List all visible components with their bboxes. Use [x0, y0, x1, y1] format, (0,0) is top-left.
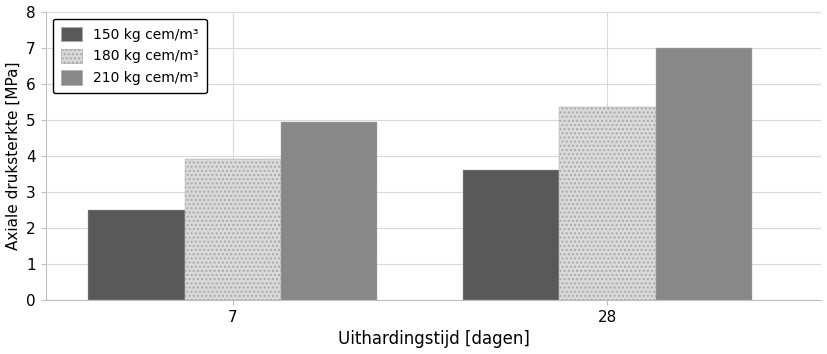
X-axis label: Uithardingstijd [dagen]: Uithardingstijd [dagen] [337, 330, 529, 348]
Legend: 150 kg cem/m³, 180 kg cem/m³, 210 kg cem/m³: 150 kg cem/m³, 180 kg cem/m³, 210 kg cem… [53, 18, 207, 93]
Bar [88, 210, 184, 300]
Bar [559, 107, 656, 300]
Bar [281, 121, 377, 300]
Bar [656, 48, 752, 300]
Y-axis label: Axiale druksterkte [MPa]: Axiale druksterkte [MPa] [6, 62, 21, 250]
Bar [463, 170, 559, 300]
Bar [184, 159, 281, 300]
